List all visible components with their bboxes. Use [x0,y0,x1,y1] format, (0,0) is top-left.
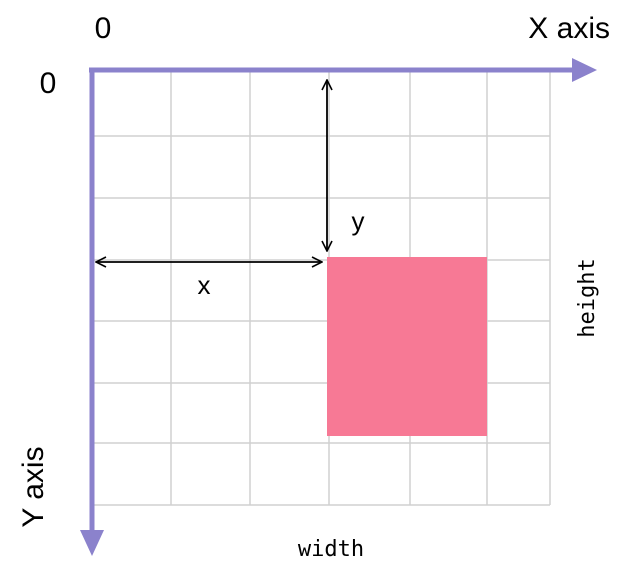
x-label: x [198,270,211,300]
x-origin-label: 0 [95,12,112,45]
axes [80,58,597,556]
rectangle [327,257,487,436]
y-origin-label: 0 [40,67,57,100]
y-label: y [352,206,365,236]
y-axis-label: Y axis [17,446,50,527]
width-label: width [298,537,364,562]
x-axis-label: X axis [528,12,610,45]
height-label: height [575,258,600,337]
